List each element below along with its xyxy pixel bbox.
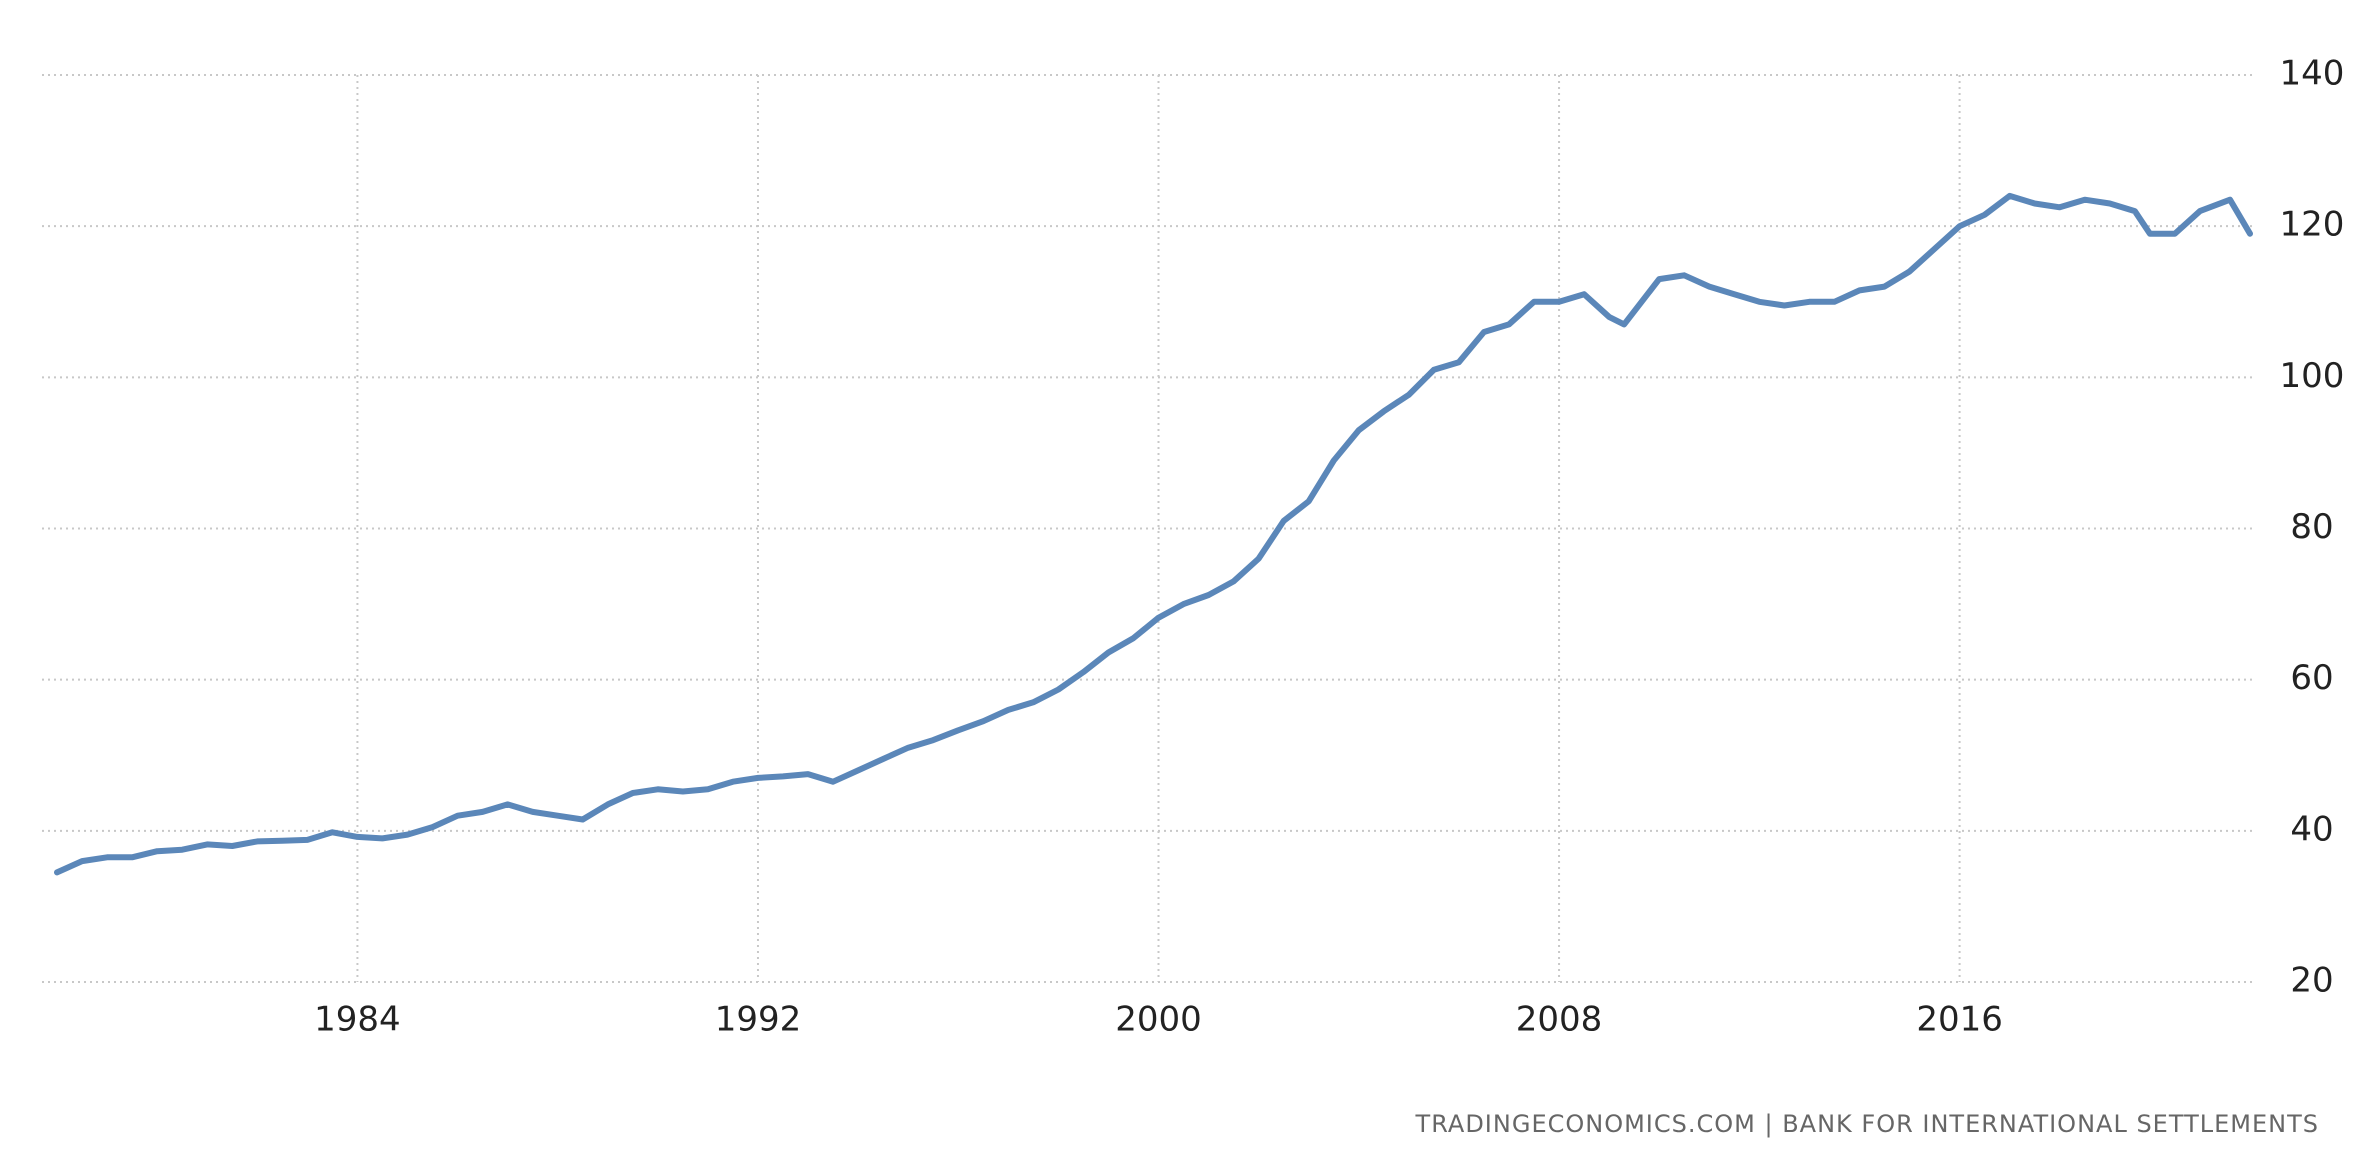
x-tick-label: 2000 xyxy=(1115,1000,1202,1040)
y-tick-label: 120 xyxy=(2280,205,2345,245)
y-tick-label: 100 xyxy=(2280,356,2345,396)
y-tick-label: 40 xyxy=(2290,809,2333,849)
y-tick-label: 140 xyxy=(2280,54,2345,94)
y-tick-label: 20 xyxy=(2290,961,2333,1001)
y-tick-label: 60 xyxy=(2290,658,2333,698)
x-tick-label: 2016 xyxy=(1916,1000,2003,1040)
y-tick-label: 80 xyxy=(2290,507,2333,547)
data-line xyxy=(54,192,2253,876)
source: TRADINGECONOMICS.COM | BANK FOR INTERNAT… xyxy=(1415,1110,2319,1138)
x-tick-label: 1984 xyxy=(314,1000,401,1040)
x-tick-label: 2008 xyxy=(1516,1000,1603,1040)
x-tick-label: 1992 xyxy=(715,1000,802,1040)
